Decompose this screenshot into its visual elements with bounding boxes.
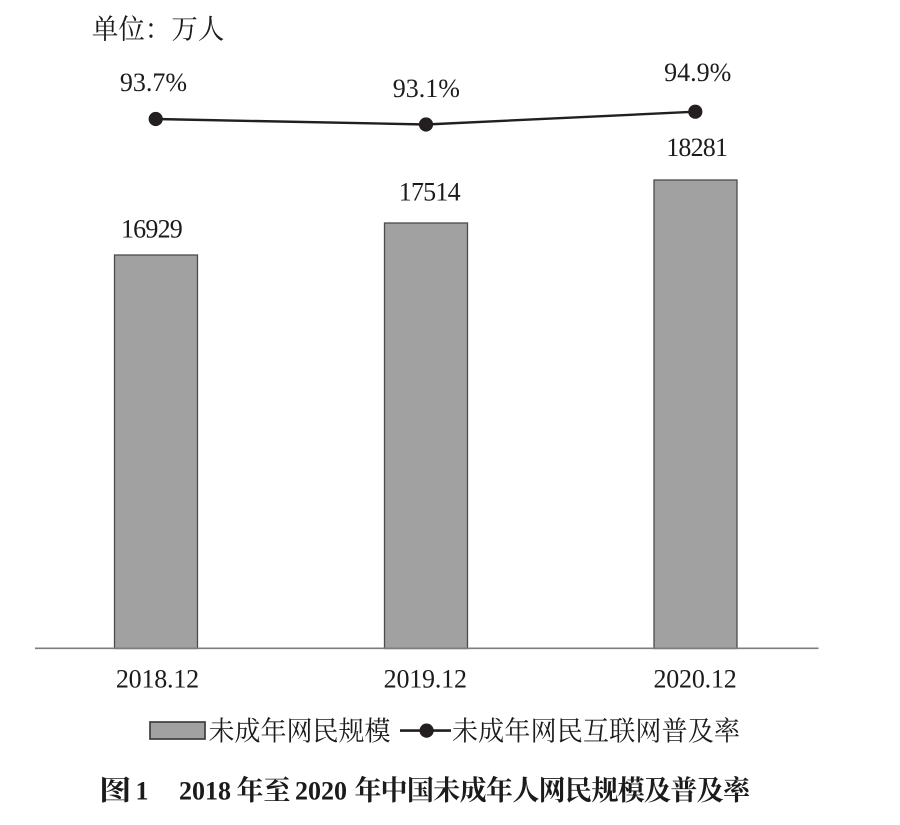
svg-text:93.1%: 93.1%: [393, 74, 460, 103]
svg-text:93.7%: 93.7%: [120, 68, 187, 97]
svg-text:2018: 2018: [179, 776, 231, 805]
svg-text:2020.12: 2020.12: [653, 665, 736, 694]
svg-text:16929: 16929: [121, 215, 182, 244]
svg-text:1: 1: [136, 776, 149, 805]
svg-text:2020: 2020: [295, 776, 347, 805]
svg-text:2019.12: 2019.12: [384, 665, 467, 694]
svg-text:17514: 17514: [399, 177, 461, 206]
svg-text:94.9%: 94.9%: [664, 58, 731, 87]
svg-text:18281: 18281: [666, 133, 727, 162]
svg-text:2018.12: 2018.12: [116, 665, 199, 694]
